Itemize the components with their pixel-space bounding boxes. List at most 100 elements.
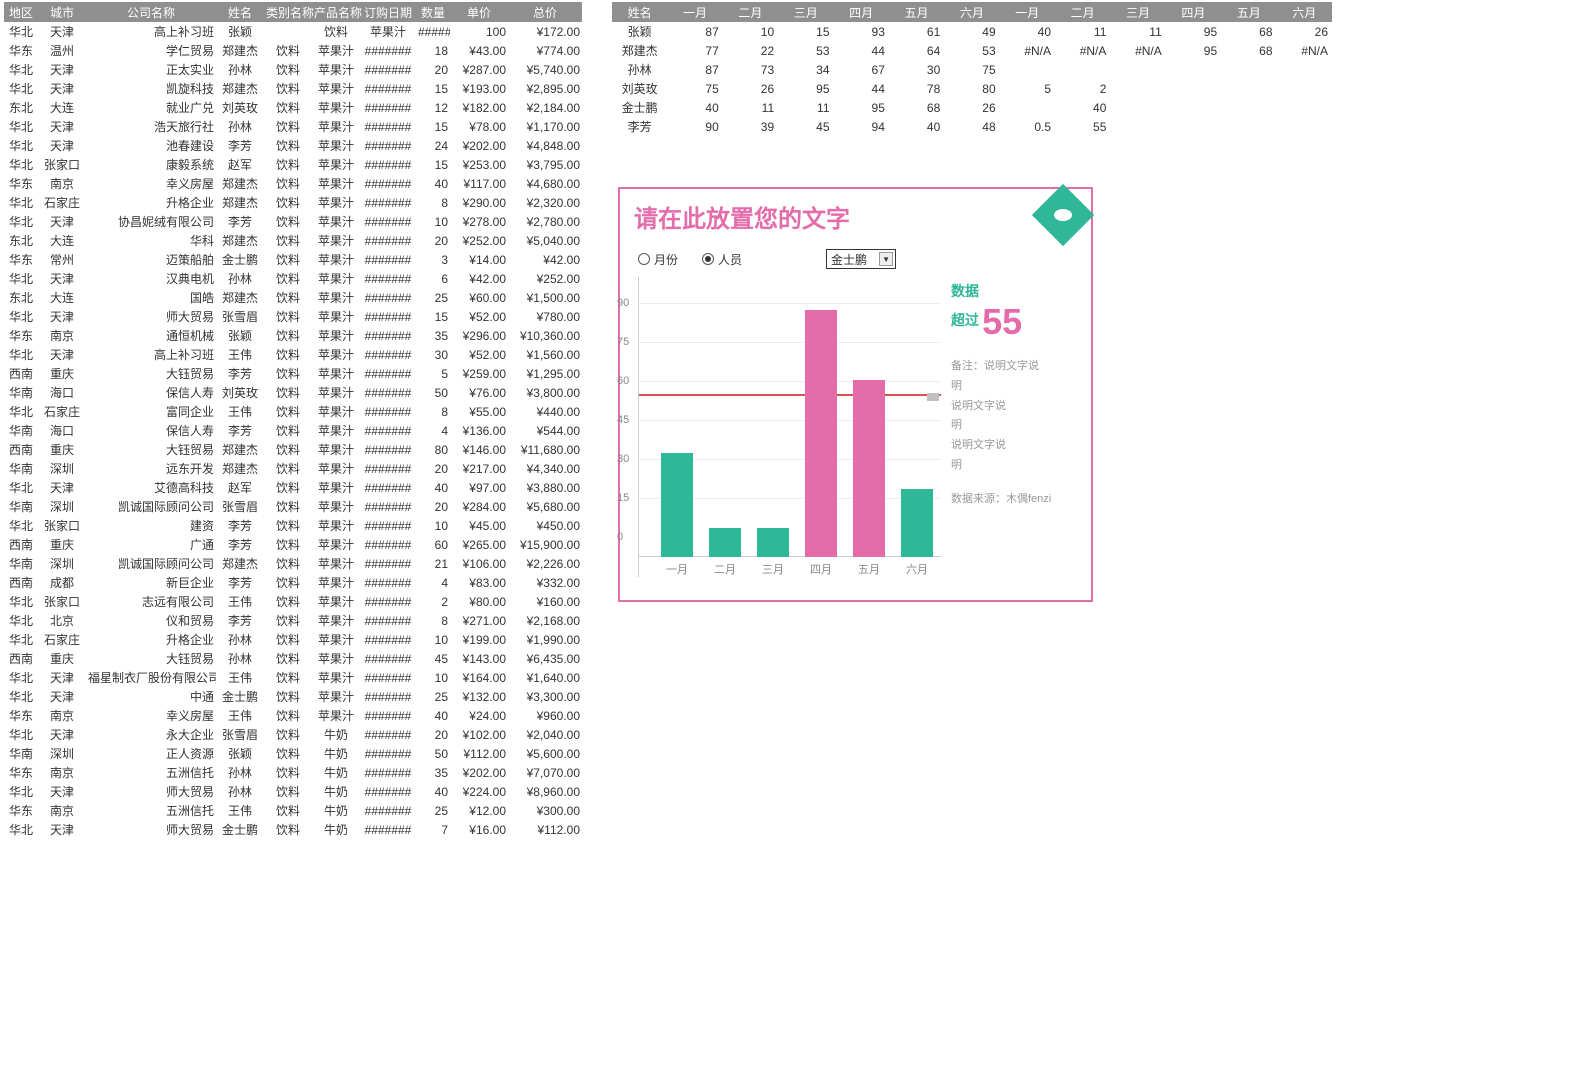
cell: 华北 bbox=[4, 117, 38, 136]
cell: 凯旋科技 bbox=[86, 79, 216, 98]
cell: 天津 bbox=[38, 22, 86, 41]
cell: 张家口 bbox=[38, 592, 86, 611]
cell: ¥160.00 bbox=[508, 592, 582, 611]
cell: 天津 bbox=[38, 269, 86, 288]
gridline bbox=[639, 420, 941, 421]
table-row: 东北大连就业广兑刘英玫饮料苹果汁#######12¥182.00¥2,184.0… bbox=[4, 98, 582, 117]
cell: 郑建杰 bbox=[216, 174, 264, 193]
cell: 石家庄 bbox=[38, 630, 86, 649]
radio-icon bbox=[638, 253, 650, 265]
cell: 34 bbox=[778, 60, 833, 79]
cell: 升格企业 bbox=[86, 630, 216, 649]
cell bbox=[1166, 60, 1221, 79]
cell: ####### bbox=[360, 649, 416, 668]
cell: ¥15,900.00 bbox=[508, 535, 582, 554]
cell: 饮料 bbox=[264, 820, 312, 839]
cell: 天津 bbox=[38, 307, 86, 326]
cell: ####### bbox=[360, 668, 416, 687]
cell: 华东 bbox=[4, 250, 38, 269]
cell: 苹果汁 bbox=[312, 307, 360, 326]
cell: 北京 bbox=[38, 611, 86, 630]
cell: 升格企业 bbox=[86, 193, 216, 212]
cell bbox=[1110, 98, 1165, 117]
cell: 深圳 bbox=[38, 497, 86, 516]
cell: 温州 bbox=[38, 41, 86, 60]
cell: 95 bbox=[1166, 22, 1221, 41]
cell: ¥182.00 bbox=[450, 98, 508, 117]
cell: 天津 bbox=[38, 60, 86, 79]
cell: 张家口 bbox=[38, 516, 86, 535]
cell: 西南 bbox=[4, 440, 38, 459]
cell: 仪和贸易 bbox=[86, 611, 216, 630]
chart-title-bar: 请在此放置您的文字 bbox=[620, 189, 1091, 239]
table-row: 华北石家庄富同企业王伟饮料苹果汁#######8¥55.00¥440.00 bbox=[4, 402, 582, 421]
cell: ####### bbox=[360, 193, 416, 212]
cell: 大连 bbox=[38, 288, 86, 307]
cell: 饮料 bbox=[264, 117, 312, 136]
cell bbox=[1110, 60, 1165, 79]
cell: 石家庄 bbox=[38, 402, 86, 421]
left-table: 地区城市公司名称姓名类别名称产品名称订购日期数量单价总价 华北天津高上补习班张颖… bbox=[4, 2, 582, 839]
cell: ####### bbox=[360, 155, 416, 174]
cell: 华南 bbox=[4, 459, 38, 478]
kpi-label-2: 超过 bbox=[951, 310, 979, 330]
cell bbox=[1277, 98, 1333, 117]
table-row: 华北张家口志远有限公司王伟饮料苹果汁#######2¥80.00¥160.00 bbox=[4, 592, 582, 611]
cell: 饮料 bbox=[264, 744, 312, 763]
cell: 天津 bbox=[38, 668, 86, 687]
cell: 福星制衣厂股份有限公司 bbox=[86, 668, 216, 687]
cell: 华北 bbox=[4, 611, 38, 630]
cell: ¥5,740.00 bbox=[508, 60, 582, 79]
left-col-header: 产品名称 bbox=[312, 2, 360, 22]
cell: ¥4,340.00 bbox=[508, 459, 582, 478]
cell: ¥10,360.00 bbox=[508, 326, 582, 345]
cell: ¥5,680.00 bbox=[508, 497, 582, 516]
radio-month[interactable]: 月份 bbox=[638, 251, 678, 268]
cell: ¥43.00 bbox=[450, 41, 508, 60]
cell: ¥97.00 bbox=[450, 478, 508, 497]
cell: 饮料 bbox=[264, 79, 312, 98]
cell: ¥2,780.00 bbox=[508, 212, 582, 231]
cell: 孙林 bbox=[216, 630, 264, 649]
cell: ¥199.00 bbox=[450, 630, 508, 649]
cell: 10 bbox=[416, 212, 450, 231]
cell: 学仁贸易 bbox=[86, 41, 216, 60]
cell bbox=[1000, 60, 1055, 79]
person-select[interactable]: 金士鹏 ▼ bbox=[826, 249, 896, 269]
cell: ¥2,040.00 bbox=[508, 725, 582, 744]
cell: ¥80.00 bbox=[450, 592, 508, 611]
table-row: 华北天津浩天旅行社孙林饮料苹果汁#######15¥78.00¥1,170.00 bbox=[4, 117, 582, 136]
radio-person[interactable]: 人员 bbox=[702, 251, 742, 268]
cell: 建资 bbox=[86, 516, 216, 535]
table-row: 华南海口保信人寿刘英玫饮料苹果汁#######50¥76.00¥3,800.00 bbox=[4, 383, 582, 402]
cell: 10 bbox=[416, 630, 450, 649]
cell: 华东 bbox=[4, 174, 38, 193]
table-row: 华北天津正太实业孙林饮料苹果汁#######20¥287.00¥5,740.00 bbox=[4, 60, 582, 79]
cell: ¥76.00 bbox=[450, 383, 508, 402]
cell: ¥164.00 bbox=[450, 668, 508, 687]
table-row: 华南海口保信人寿李芳饮料苹果汁#######4¥136.00¥544.00 bbox=[4, 421, 582, 440]
cell: 95 bbox=[834, 98, 889, 117]
cell: 2 bbox=[1055, 79, 1110, 98]
note-line: 明 bbox=[951, 377, 1081, 397]
radio-month-label: 月份 bbox=[654, 251, 678, 268]
cell: 华北 bbox=[4, 402, 38, 421]
cell bbox=[1221, 60, 1276, 79]
cell: ¥774.00 bbox=[508, 41, 582, 60]
cell: ¥4,680.00 bbox=[508, 174, 582, 193]
table-row: 华北天津师大贸易金士鹏饮料牛奶#######7¥16.00¥112.00 bbox=[4, 820, 582, 839]
cell: 苹果汁 bbox=[360, 22, 416, 41]
cell: 大连 bbox=[38, 231, 86, 250]
cell: 张颖 bbox=[612, 22, 667, 41]
cell: ¥3,300.00 bbox=[508, 687, 582, 706]
x-tick-label: 六月 bbox=[906, 561, 928, 577]
cell: 艾德高科技 bbox=[86, 478, 216, 497]
cell: 15 bbox=[416, 155, 450, 174]
cell: 深圳 bbox=[38, 459, 86, 478]
table-row: 华北石家庄升格企业郑建杰饮料苹果汁#######8¥290.00¥2,320.0… bbox=[4, 193, 582, 212]
cell: 李芳 bbox=[216, 535, 264, 554]
cell: ####### bbox=[360, 250, 416, 269]
cell: 苹果汁 bbox=[312, 516, 360, 535]
note-line: 明 bbox=[951, 416, 1081, 436]
cell: 重庆 bbox=[38, 649, 86, 668]
